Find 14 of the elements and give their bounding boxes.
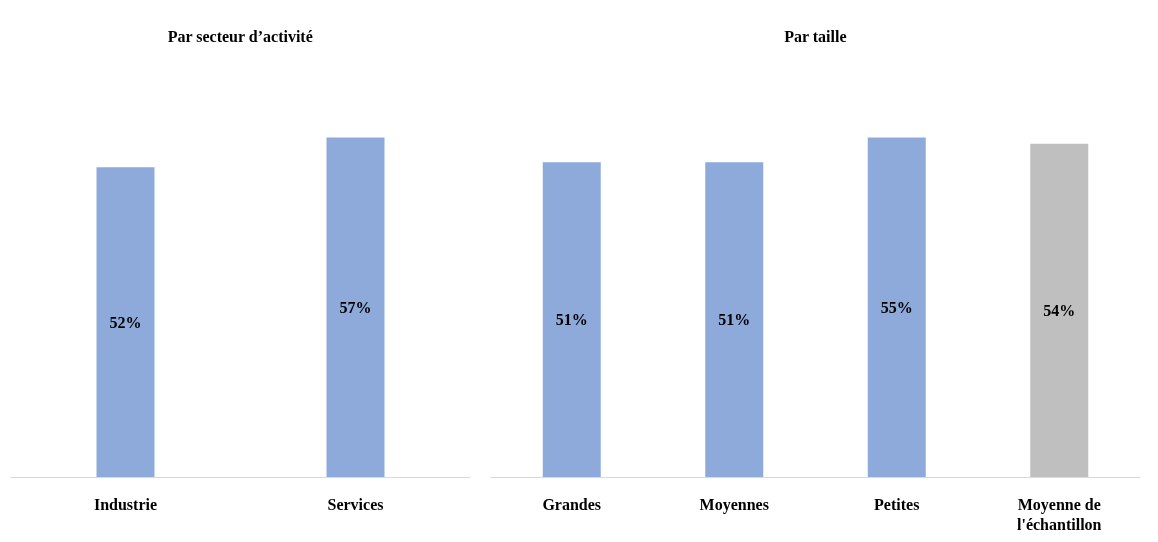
chart-title: Par secteur d’activité: [167, 27, 313, 45]
x-tick-label: Grandes: [542, 495, 602, 513]
x-tick-label: Moyenne de l'échantillon: [1017, 495, 1102, 533]
x-tick-label: Moyennes: [699, 495, 769, 514]
x-tick-label: Services: [327, 495, 384, 513]
data-label: 54%: [1043, 302, 1076, 320]
x-tick-label: Industrie: [93, 495, 158, 513]
data-label: 51%: [718, 311, 751, 329]
data-label: 57%: [339, 299, 372, 316]
x-tick-label: Petites: [874, 495, 920, 513]
data-label: 55%: [880, 299, 913, 316]
data-label: 52%: [109, 313, 142, 331]
data-label: 51%: [555, 311, 588, 329]
chart-title: Par taille: [784, 27, 847, 45]
